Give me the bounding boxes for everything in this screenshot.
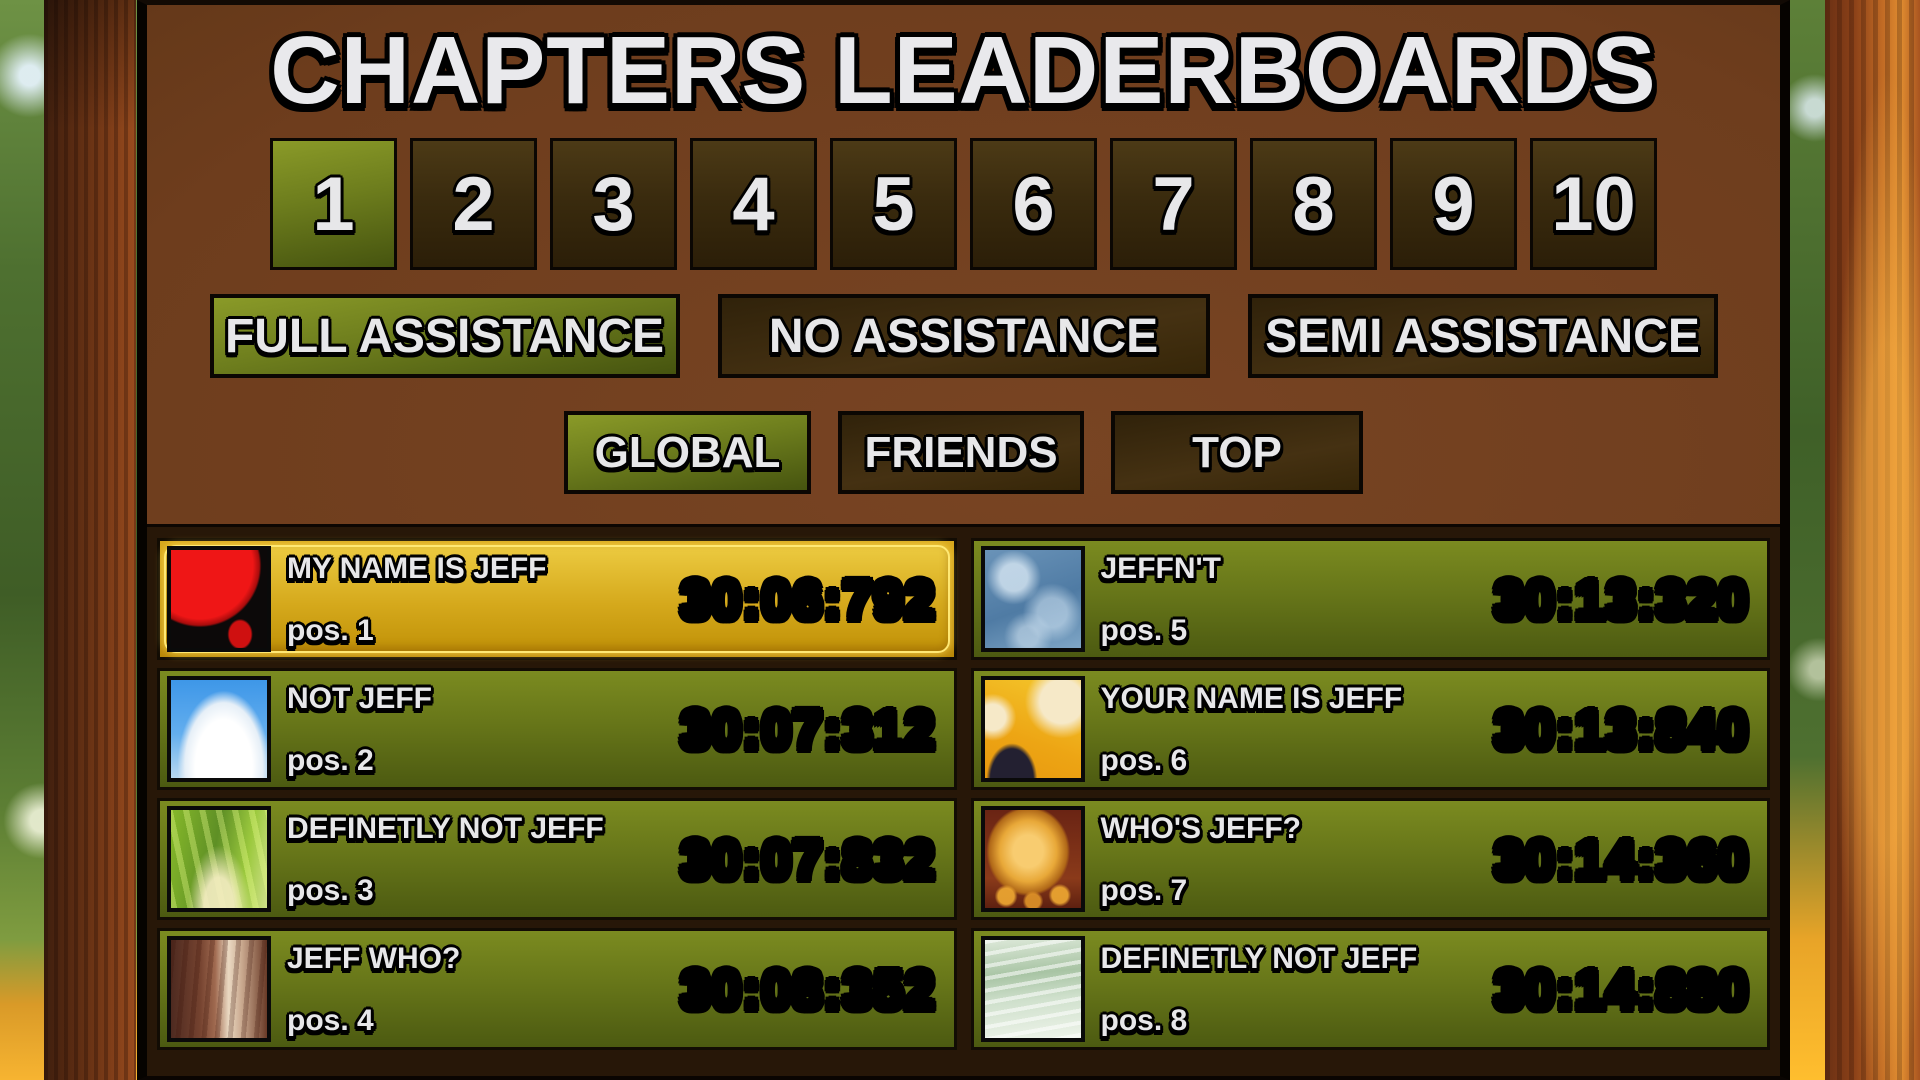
position-label: pos. 7 xyxy=(1100,874,1188,907)
player-name: NOT JEFF xyxy=(287,682,433,715)
player-avatar xyxy=(167,806,271,912)
chapter-tab-6[interactable]: 6 xyxy=(970,138,1097,270)
chapter-tab-8[interactable]: 8 xyxy=(1250,138,1377,270)
leaderboard-entry: YOUR NAME IS JEFF pos. 6 30:13:840 xyxy=(970,668,1770,790)
leaderboard-entry: DEFINETLY NOT JEFF pos. 8 30:14:880 xyxy=(970,928,1770,1050)
player-avatar xyxy=(167,936,271,1042)
time-value: 30:07:832 xyxy=(680,829,936,889)
semi-assistance-button[interactable]: SEMI ASSISTANCE xyxy=(1247,294,1718,378)
chapter-tab-2[interactable]: 2 xyxy=(410,138,537,270)
player-avatar xyxy=(167,546,271,652)
leaderboard-entry: MY NAME IS JEFF pos. 1 30:06:792 xyxy=(157,538,957,660)
leaderboard-entry: WHO'S JEFF? pos. 7 30:14:360 xyxy=(970,798,1770,920)
player-meta: YOUR NAME IS JEFF pos. 6 xyxy=(1101,678,1403,780)
position-label: pos. 3 xyxy=(287,874,374,907)
player-name: JEFFN'T xyxy=(1100,552,1221,585)
chapter-tab-1[interactable]: 1 xyxy=(270,138,397,270)
player-avatar xyxy=(167,676,271,782)
player-name: WHO'S JEFF? xyxy=(1100,812,1301,845)
player-meta: JEFF WHO? pos. 4 xyxy=(287,938,460,1040)
player-meta: JEFFN'T pos. 5 xyxy=(1101,548,1221,650)
chapter-tab-5[interactable]: 5 xyxy=(830,138,957,270)
player-meta: DEFINETLY NOT JEFF pos. 3 xyxy=(287,808,604,910)
top-tab[interactable]: TOP xyxy=(1111,411,1363,494)
player-avatar xyxy=(980,936,1085,1042)
time-value: 30:13:320 xyxy=(1493,569,1749,629)
chapter-tabs: 1 2 3 4 5 6 7 8 9 10 xyxy=(147,138,1780,270)
chapter-tab-3[interactable]: 3 xyxy=(550,138,677,270)
position-label: pos. 1 xyxy=(287,614,374,647)
global-tab[interactable]: GLOBAL xyxy=(564,411,811,494)
time-value: 30:07:312 xyxy=(680,699,936,759)
friends-tab[interactable]: FRIENDS xyxy=(838,411,1084,494)
player-name: DEFINETLY NOT JEFF xyxy=(1100,942,1418,975)
player-avatar xyxy=(980,546,1085,652)
time-value: 30:06:792 xyxy=(680,569,936,629)
assistance-filter-tabs: FULL ASSISTANCE NO ASSISTANCE SEMI ASSIS… xyxy=(147,294,1780,378)
tree-trunk-right-icon xyxy=(1825,0,1920,1080)
chapter-tab-4[interactable]: 4 xyxy=(690,138,817,270)
page-title: CHAPTERS LEADERBOARDS xyxy=(270,17,1657,124)
no-assistance-button[interactable]: NO ASSISTANCE xyxy=(717,294,1210,378)
position-label: pos. 2 xyxy=(287,744,374,777)
leaderboard-entry: NOT JEFF pos. 2 30:07:312 xyxy=(157,668,957,790)
time-value: 30:14:360 xyxy=(1493,829,1749,889)
leaderboard-entry: JEFFN'T pos. 5 30:13:320 xyxy=(970,538,1770,660)
player-meta: WHO'S JEFF? pos. 7 xyxy=(1101,808,1301,910)
time-value: 30:13:840 xyxy=(1493,699,1749,759)
player-name: DEFINETLY NOT JEFF xyxy=(287,812,604,845)
position-label: pos. 8 xyxy=(1100,1004,1188,1037)
forest-background-left xyxy=(0,0,148,1080)
leaderboard-list: MY NAME IS JEFF pos. 1 30:06:792 NOT JEF… xyxy=(147,524,1780,1076)
full-assistance-button[interactable]: FULL ASSISTANCE xyxy=(209,294,680,378)
time-value: 30:08:352 xyxy=(680,959,936,1019)
tree-trunk-left-icon xyxy=(44,0,136,1080)
time-value: 30:14:880 xyxy=(1493,959,1749,1019)
chapter-tab-7[interactable]: 7 xyxy=(1110,138,1237,270)
forest-background-right xyxy=(1785,0,1920,1080)
player-meta: MY NAME IS JEFF pos. 1 xyxy=(287,548,546,650)
player-meta: NOT JEFF pos. 2 xyxy=(287,678,432,780)
position-label: pos. 5 xyxy=(1100,614,1188,647)
leaderboards-panel: CHAPTERS LEADERBOARDS 1 2 3 4 5 6 7 8 9 … xyxy=(137,0,1790,1080)
player-meta: DEFINETLY NOT JEFF pos. 8 xyxy=(1101,938,1418,1040)
chapter-tab-9[interactable]: 9 xyxy=(1390,138,1517,270)
leaderboard-entry: JEFF WHO? pos. 4 30:08:352 xyxy=(157,928,957,1050)
position-label: pos. 6 xyxy=(1100,744,1188,777)
leaderboard-entry: DEFINETLY NOT JEFF pos. 3 30:07:832 xyxy=(157,798,957,920)
chapter-tab-10[interactable]: 10 xyxy=(1530,138,1657,270)
player-name: YOUR NAME IS JEFF xyxy=(1100,682,1403,715)
player-name: MY NAME IS JEFF xyxy=(287,552,547,585)
player-avatar xyxy=(980,676,1085,782)
player-avatar xyxy=(980,806,1085,912)
position-label: pos. 4 xyxy=(287,1004,374,1037)
player-name: JEFF WHO? xyxy=(287,942,461,975)
scope-filter-tabs: GLOBAL FRIENDS TOP xyxy=(147,411,1780,494)
